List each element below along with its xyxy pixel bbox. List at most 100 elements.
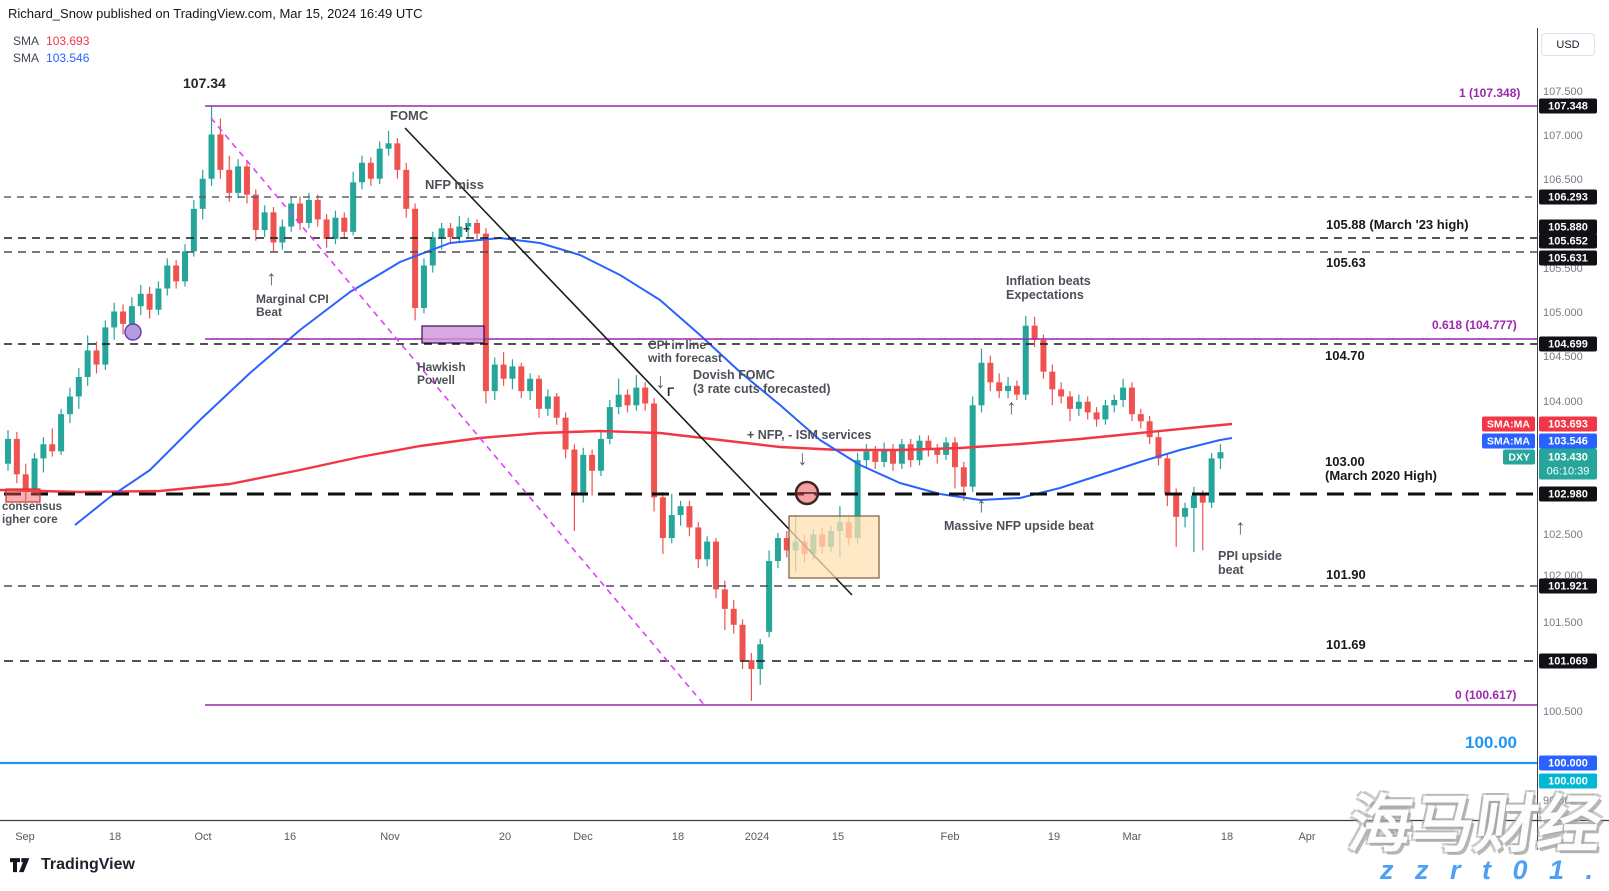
time-tick-label: 2024 — [744, 831, 770, 843]
price-tick-label: 101.500 — [1543, 617, 1583, 629]
candle-body — [49, 444, 56, 452]
time-tick-label: Dec — [573, 831, 593, 843]
candle-body — [960, 467, 967, 487]
candle-body — [350, 182, 357, 232]
candle-body — [1067, 396, 1073, 409]
candle-body — [774, 538, 781, 562]
candle-body — [562, 417, 569, 450]
legend-row-sma1[interactable]: SMA 103.693 — [13, 32, 89, 49]
price-level-label: 107.348 — [1539, 98, 1597, 114]
candle-body — [341, 217, 348, 232]
sma-blue-line[interactable] — [74, 237, 1233, 526]
sma2-label: SMA — [13, 50, 40, 65]
candle-body — [1137, 414, 1144, 422]
candle-body — [394, 143, 401, 170]
candle-body — [217, 134, 224, 170]
purple-event-marker[interactable] — [124, 323, 142, 341]
price-level-label: 105.652 — [1539, 233, 1597, 249]
symbol-axis-tag: DXY — [1503, 449, 1535, 465]
price-level-label: 101.921 — [1539, 578, 1597, 594]
candle-body — [695, 527, 702, 560]
candle-body — [199, 178, 206, 209]
candle-body — [323, 219, 330, 239]
candle-body — [730, 608, 737, 625]
candle-body — [757, 644, 764, 670]
candle-body — [75, 376, 82, 397]
candle-body — [544, 396, 551, 409]
candle-body — [111, 311, 118, 328]
candle-body — [1075, 401, 1082, 409]
candle-body — [403, 169, 410, 209]
candle-body — [925, 440, 932, 450]
sma-axis-tag: SMA:MA — [1481, 416, 1535, 432]
candle-body — [978, 362, 985, 406]
price-tick-label: 105.000 — [1543, 307, 1583, 319]
candle-body — [890, 449, 896, 464]
publish-attribution: Richard_Snow published on TradingView.co… — [8, 6, 423, 21]
candle-body — [527, 378, 534, 392]
trendline[interactable] — [404, 127, 853, 596]
tradingview-footer[interactable]: TradingView — [10, 856, 135, 874]
candle-body — [31, 458, 38, 493]
candle-body — [93, 350, 100, 365]
time-tick-label: Feb — [940, 831, 960, 843]
currency-unit-button[interactable]: USD — [1541, 33, 1595, 56]
candle-body — [1084, 401, 1091, 413]
candle-body — [367, 162, 374, 179]
legend-row-sma2[interactable]: SMA 103.546 — [13, 49, 89, 66]
hawkish-powell-zone-box[interactable] — [421, 325, 485, 344]
candle-body — [996, 382, 1003, 392]
consolidation-zone-box[interactable] — [788, 515, 880, 579]
sma-red-line[interactable] — [0, 422, 1233, 494]
candle-body — [783, 538, 790, 551]
candle-body — [1005, 385, 1012, 392]
candle-body — [128, 306, 135, 324]
candle-body — [881, 449, 888, 462]
candle-body — [208, 134, 215, 179]
price-tick-label: 105.500 — [1543, 263, 1583, 275]
price-tick-label: 107.000 — [1543, 130, 1583, 142]
candle-body — [491, 364, 498, 392]
candle-body — [748, 660, 755, 670]
channel-dashed-line[interactable] — [210, 117, 707, 708]
candle-body — [1102, 405, 1109, 420]
candle-body — [305, 199, 312, 223]
candle-body — [642, 387, 649, 404]
candle-body — [1164, 458, 1171, 494]
time-tick-label: Nov — [380, 831, 400, 843]
candle-body — [465, 222, 472, 227]
candle-body — [951, 442, 958, 468]
candle-body — [518, 366, 525, 392]
time-tick-label: 18 — [108, 831, 122, 843]
candle-body — [385, 143, 392, 149]
tradingview-brand-text: TradingView — [41, 856, 135, 873]
candle-body — [1182, 507, 1189, 517]
candle-body — [66, 396, 73, 415]
sma2-value: 103.546 — [46, 50, 90, 65]
candle-body — [597, 438, 604, 471]
candle-body — [429, 237, 436, 266]
price-tick-label: 99.500 — [1543, 795, 1577, 807]
candle-body — [137, 293, 144, 307]
candle-body — [1013, 385, 1020, 395]
candle-body — [5, 438, 11, 464]
candle-body — [420, 265, 427, 308]
candle-body — [1146, 421, 1153, 438]
left-event-highlight-box[interactable] — [5, 488, 41, 503]
price-tick-label: 104.000 — [1543, 396, 1583, 408]
sma-axis-tag: SMA:MA — [1481, 433, 1535, 449]
candle-body — [580, 454, 587, 496]
candle-body — [235, 166, 242, 193]
price-line-label: 100.000 — [1539, 755, 1597, 771]
time-tick-label: Sep — [15, 831, 35, 843]
candle-body — [1120, 387, 1127, 400]
candle-body — [226, 169, 233, 193]
candle-body — [447, 228, 454, 238]
candle-body — [872, 451, 879, 462]
candle-body — [1049, 371, 1056, 390]
candle-body — [314, 199, 321, 220]
watermark-url: z z r t 0 1 . c n — [1380, 855, 1609, 885]
candle-body — [934, 449, 941, 455]
